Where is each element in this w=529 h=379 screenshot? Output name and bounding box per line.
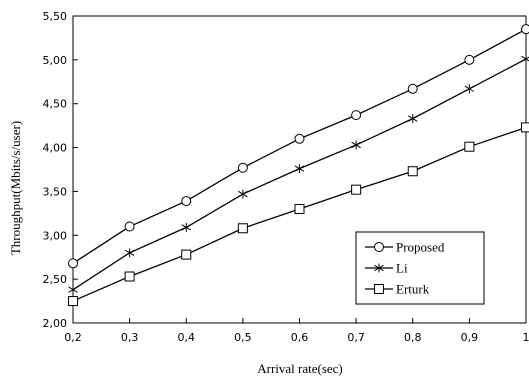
data-point-li	[181, 222, 192, 232]
data-point-erturk	[407, 166, 418, 177]
x-tick-label: 0,3	[121, 331, 139, 344]
x-tick-label: 0,7	[347, 331, 365, 344]
legend-marker-erturk	[374, 284, 384, 294]
data-point-erturk	[124, 271, 135, 282]
legend-label-li: Li	[396, 261, 408, 276]
data-point-proposed	[351, 110, 362, 121]
data-point-proposed	[124, 221, 135, 232]
x-tick-label: 1	[523, 331, 529, 344]
x-tick-label: 0,8	[404, 331, 422, 344]
data-point-erturk	[237, 223, 248, 234]
legend-label-erturk: Erturk	[396, 282, 430, 297]
data-point-erturk	[68, 296, 78, 307]
y-tick-label: 5,50	[43, 10, 68, 23]
data-point-erturk	[521, 122, 529, 133]
data-point-li	[521, 54, 529, 64]
x-axis-label: Arrival rate(sec)	[257, 361, 343, 376]
legend-label-proposed: Proposed	[396, 240, 445, 255]
data-point-proposed	[68, 258, 78, 269]
data-point-proposed	[407, 83, 418, 94]
data-point-proposed	[294, 133, 305, 144]
y-tick-label: 2,50	[43, 273, 68, 286]
data-point-proposed	[181, 196, 192, 207]
data-point-erturk	[294, 203, 305, 214]
data-point-li	[238, 189, 248, 199]
y-tick-label: 5,00	[43, 54, 68, 67]
x-tick-label: 0,9	[461, 331, 479, 344]
legend-marker-li	[374, 263, 384, 273]
legend: Proposed Li Erturk	[355, 231, 485, 305]
data-point-erturk	[464, 141, 475, 152]
y-tick-label: 3,00	[43, 229, 68, 242]
x-tick-label: 0,4	[178, 331, 196, 344]
data-point-li	[351, 140, 361, 150]
series-proposed	[68, 24, 529, 269]
data-point-erturk	[181, 249, 192, 260]
data-point-li	[464, 84, 475, 94]
data-point-proposed	[237, 162, 248, 173]
x-axis-ticks: 0,2 0,3 0,4 0,5 0,6 0,7 0,8 0,9 1	[64, 318, 529, 344]
data-point-li	[294, 164, 305, 174]
y-tick-label: 4,00	[43, 142, 68, 155]
series-erturk	[68, 122, 529, 307]
legend-marker-proposed	[374, 242, 384, 252]
data-point-li	[124, 248, 135, 258]
data-point-proposed	[464, 54, 475, 65]
y-axis-label: Throughput(Mbits/s/user)	[8, 121, 23, 255]
x-tick-label: 0,2	[64, 331, 82, 344]
series-line-proposed	[72, 28, 527, 264]
y-tick-label: 3,50	[43, 185, 68, 198]
series-layer	[68, 24, 529, 307]
x-tick-label: 0,6	[291, 331, 309, 344]
y-axis-ticks: 2,00 2,50 3,00 3,50 4,00 4,50 5,00 5,50	[43, 10, 78, 330]
data-point-proposed	[521, 24, 529, 35]
data-point-erturk	[351, 184, 362, 195]
series-li	[68, 54, 529, 295]
data-point-li	[407, 114, 418, 124]
y-tick-label: 4,50	[43, 98, 68, 111]
data-point-li	[68, 285, 78, 295]
x-tick-label: 0,5	[234, 331, 252, 344]
y-tick-label: 2,00	[43, 317, 68, 330]
